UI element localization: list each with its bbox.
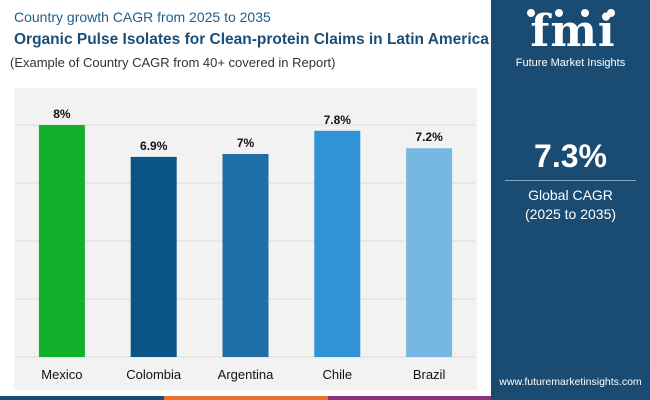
bar-colombia bbox=[130, 156, 177, 357]
bar-mexico bbox=[38, 125, 85, 357]
x-tick-label-mexico: Mexico bbox=[41, 367, 82, 382]
bar-argentina bbox=[222, 154, 269, 357]
x-tick-label-chile: Chile bbox=[322, 367, 352, 382]
global-cagr-label: Global CAGR bbox=[528, 187, 613, 203]
strip-segment bbox=[0, 396, 164, 400]
summary-panel: fmi Future Market Insights 7.3% Global C… bbox=[491, 0, 650, 400]
logo-icons bbox=[527, 9, 615, 17]
logo-dot-icon bbox=[607, 9, 615, 17]
x-tick-label-colombia: Colombia bbox=[126, 367, 182, 382]
strip-segment bbox=[328, 396, 491, 400]
chart-subtitle: Country growth CAGR from 2025 to 2035 bbox=[14, 9, 271, 25]
data-label-chile: 7.8% bbox=[324, 113, 352, 127]
bar-chile bbox=[314, 130, 361, 357]
bottom-color-strip bbox=[0, 396, 491, 400]
brand-name: Future Market Insights bbox=[515, 57, 626, 69]
logo-dot-icon bbox=[581, 9, 589, 17]
global-cagr-value: 7.3% bbox=[534, 138, 607, 174]
bar-brazil bbox=[406, 148, 453, 357]
logo-dot-icon bbox=[555, 9, 563, 17]
x-tick-label-brazil: Brazil bbox=[413, 367, 446, 382]
chart-note: (Example of Country CAGR from 40+ covere… bbox=[10, 55, 336, 70]
divider bbox=[505, 180, 636, 181]
chart-title: Organic Pulse Isolates for Clean-protein… bbox=[14, 31, 489, 48]
brand-logo: fmi bbox=[530, 6, 616, 57]
strip-segment bbox=[164, 396, 328, 400]
data-label-brazil: 7.2% bbox=[415, 130, 443, 144]
data-label-mexico: 8% bbox=[53, 107, 71, 121]
global-cagr-period: (2025 to 2035) bbox=[524, 206, 617, 222]
bar-chart: 8% Mexico 6.9% Colombia 7% Argentina 7.8% Chile… bbox=[16, 107, 475, 382]
logo-dot-icon bbox=[527, 9, 535, 17]
website-link[interactable]: www.futuremarketinsights.com bbox=[499, 376, 642, 388]
x-tick-label-argentina: Argentina bbox=[218, 367, 274, 382]
data-label-argentina: 7% bbox=[237, 136, 255, 150]
data-label-colombia: 6.9% bbox=[140, 139, 168, 153]
